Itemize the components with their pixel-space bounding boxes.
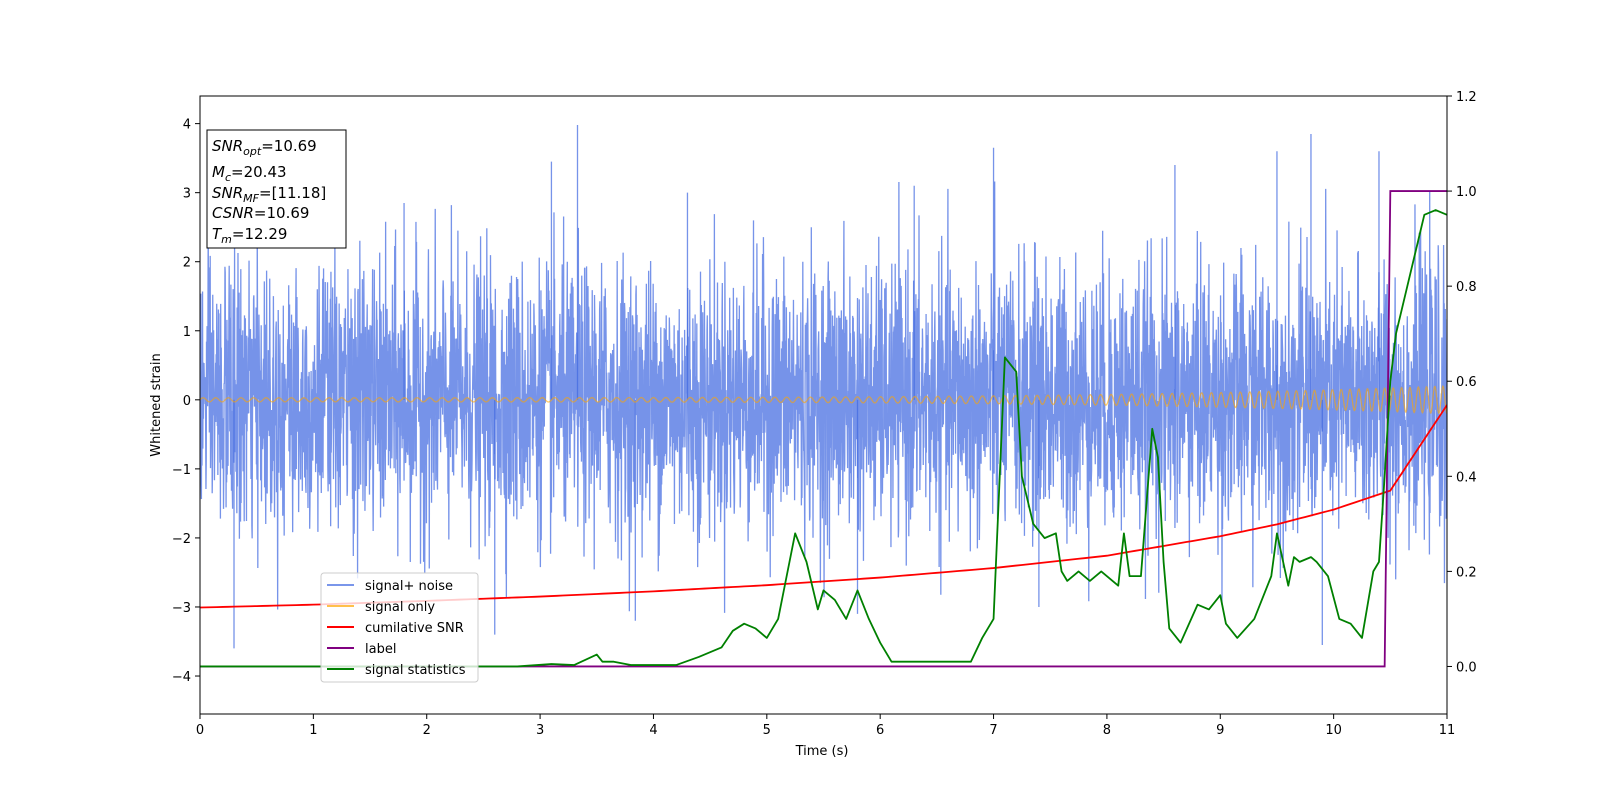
x-tick-label: 4 [649, 723, 657, 738]
left-y-tick-label: −3 [172, 601, 191, 616]
info-line: CSNR=10.69 [212, 204, 309, 222]
info-line: Mc=20.43 [212, 163, 287, 184]
info-line: SNRopt=10.69 [212, 137, 317, 158]
left-y-tick-label: 3 [183, 187, 191, 202]
info-box: SNRopt=10.69 Mc=20.43SNRMF=[11.18]CSNR=10… [206, 129, 347, 249]
right-y-tick-label: 0.2 [1456, 565, 1477, 580]
legend-entry-label: signal only [365, 600, 435, 615]
right-y-tick-label: 1.0 [1456, 185, 1477, 200]
x-tick-label: 5 [763, 723, 771, 738]
legend-entry-label: signal+ noise [365, 579, 453, 594]
x-tick-label: 3 [536, 723, 544, 738]
right-y-tick-label: 1.2 [1456, 90, 1477, 105]
right-y-tick-label: 0.0 [1456, 660, 1477, 675]
x-axis-ticks: 0 1 2 3 4 5 6 7 8 9 10 11 [196, 714, 1455, 738]
left-y-tick-label: 1 [183, 325, 191, 340]
signal-noise-line [200, 181, 1447, 613]
x-tick-label: 9 [1216, 723, 1224, 738]
left-y-tick-label: 0 [183, 394, 191, 409]
x-tick-label: 2 [423, 723, 431, 738]
signal-only-line [200, 385, 1447, 415]
info-box-frame [206, 129, 347, 249]
legend: signal+ noise signal only cumilative SNR la… [320, 572, 479, 683]
left-y-axis-ticks: −4 −3 −2 −1 0 1 2 3 4 [172, 118, 200, 685]
right-y-axis-ticks: 0.0 0.2 0.4 0.6 0.8 1.0 1.2 [1447, 90, 1477, 675]
left-y-tick-label: −1 [172, 463, 191, 478]
x-tick-label: 6 [876, 723, 884, 738]
series-signal-only [200, 385, 1447, 415]
x-tick-label: 7 [989, 723, 997, 738]
left-y-tick-label: 4 [183, 118, 191, 133]
legend-entry-label: label [365, 642, 396, 657]
left-y-axis-label: Whitened strain [149, 353, 164, 456]
left-y-tick-label: −2 [172, 532, 191, 547]
x-axis-label: Time (s) [795, 744, 849, 759]
x-tick-label: 10 [1325, 723, 1342, 738]
series-signal-statistics [200, 209, 1447, 668]
right-y-tick-label: 0.6 [1456, 375, 1477, 390]
x-tick-label: 1 [309, 723, 317, 738]
right-y-tick-label: 0.8 [1456, 280, 1477, 295]
plot-frame [199, 95, 1448, 715]
right-y-tick-label: 0.4 [1456, 470, 1477, 485]
left-y-tick-label: 2 [183, 256, 191, 271]
legend-entry-label: signal statistics [365, 663, 466, 678]
x-tick-label: 11 [1439, 723, 1456, 738]
info-line: SNRMF=[11.18] [212, 184, 326, 205]
legend-frame [320, 572, 479, 683]
x-tick-label: 0 [196, 723, 204, 738]
signal-statistics-line [200, 209, 1447, 668]
info-line: Tm=12.29 [212, 225, 287, 246]
legend-entry-label: cumilative SNR [365, 621, 464, 636]
series-signal-noise [200, 125, 1447, 649]
x-tick-label: 8 [1103, 723, 1111, 738]
left-y-tick-label: −4 [172, 670, 191, 685]
